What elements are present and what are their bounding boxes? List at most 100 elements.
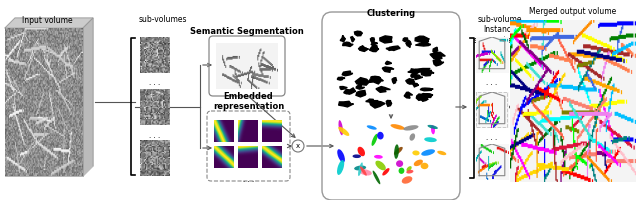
Ellipse shape xyxy=(353,154,361,158)
Ellipse shape xyxy=(367,125,377,130)
Text: Input volume: Input volume xyxy=(22,16,72,25)
Polygon shape xyxy=(419,97,428,101)
Ellipse shape xyxy=(428,125,438,129)
Polygon shape xyxy=(415,42,431,46)
Polygon shape xyxy=(417,94,428,100)
Ellipse shape xyxy=(360,166,367,176)
Ellipse shape xyxy=(337,149,345,163)
Polygon shape xyxy=(371,41,378,46)
Polygon shape xyxy=(344,88,356,94)
Polygon shape xyxy=(359,46,369,51)
Polygon shape xyxy=(344,91,350,94)
Polygon shape xyxy=(433,59,444,66)
Polygon shape xyxy=(403,38,408,42)
Polygon shape xyxy=(351,37,355,42)
Polygon shape xyxy=(339,101,353,107)
Ellipse shape xyxy=(424,137,436,142)
Polygon shape xyxy=(370,101,385,108)
Polygon shape xyxy=(342,71,353,76)
Polygon shape xyxy=(392,78,397,83)
Polygon shape xyxy=(355,78,370,85)
Text: Merged output volume: Merged output volume xyxy=(529,7,616,16)
Polygon shape xyxy=(371,38,374,43)
Polygon shape xyxy=(342,42,353,46)
Polygon shape xyxy=(371,76,378,80)
Polygon shape xyxy=(5,18,93,28)
Ellipse shape xyxy=(338,127,349,136)
Circle shape xyxy=(292,140,304,152)
Polygon shape xyxy=(408,69,420,75)
Ellipse shape xyxy=(354,166,366,170)
Ellipse shape xyxy=(337,160,344,175)
Ellipse shape xyxy=(360,169,372,175)
Polygon shape xyxy=(406,40,412,48)
Ellipse shape xyxy=(403,125,419,131)
Polygon shape xyxy=(365,99,378,103)
Ellipse shape xyxy=(358,162,363,176)
Ellipse shape xyxy=(394,144,399,159)
Ellipse shape xyxy=(413,160,423,166)
Polygon shape xyxy=(380,36,392,43)
Polygon shape xyxy=(422,94,433,97)
Text: sub-volume
Instance
segmentation: sub-volume Instance segmentation xyxy=(474,15,527,45)
Polygon shape xyxy=(430,52,445,60)
Ellipse shape xyxy=(374,155,383,159)
Ellipse shape xyxy=(394,147,403,155)
Polygon shape xyxy=(389,46,400,51)
Ellipse shape xyxy=(420,163,428,169)
Polygon shape xyxy=(382,67,394,72)
Ellipse shape xyxy=(421,149,435,156)
Polygon shape xyxy=(413,74,423,80)
Polygon shape xyxy=(419,94,429,97)
Ellipse shape xyxy=(390,124,405,130)
Ellipse shape xyxy=(372,171,380,184)
Polygon shape xyxy=(421,39,429,44)
Polygon shape xyxy=(421,71,434,76)
Polygon shape xyxy=(337,77,345,80)
Polygon shape xyxy=(340,35,346,42)
Ellipse shape xyxy=(396,160,403,167)
Ellipse shape xyxy=(402,176,412,184)
Text: x: x xyxy=(296,143,300,149)
Polygon shape xyxy=(355,31,362,36)
Polygon shape xyxy=(371,76,381,80)
Polygon shape xyxy=(358,47,367,50)
Polygon shape xyxy=(415,36,429,42)
Ellipse shape xyxy=(382,168,390,176)
Polygon shape xyxy=(415,68,432,72)
Polygon shape xyxy=(433,47,438,53)
Polygon shape xyxy=(371,47,377,50)
Polygon shape xyxy=(369,45,379,52)
Polygon shape xyxy=(413,83,419,87)
Ellipse shape xyxy=(339,120,343,135)
Polygon shape xyxy=(356,90,366,97)
Polygon shape xyxy=(433,57,440,59)
Polygon shape xyxy=(376,87,390,92)
Polygon shape xyxy=(420,88,433,91)
Ellipse shape xyxy=(431,125,435,134)
Text: Clustering: Clustering xyxy=(367,9,415,18)
Text: · · ·: · · · xyxy=(243,179,254,185)
Polygon shape xyxy=(83,18,93,176)
Ellipse shape xyxy=(437,151,446,155)
Polygon shape xyxy=(340,87,348,89)
Ellipse shape xyxy=(412,150,420,155)
Polygon shape xyxy=(404,92,413,98)
Polygon shape xyxy=(385,61,392,64)
Text: · · ·: · · · xyxy=(149,135,161,141)
Text: · · ·: · · · xyxy=(486,82,498,88)
Text: · · ·: · · · xyxy=(486,137,498,143)
Ellipse shape xyxy=(376,161,386,170)
Ellipse shape xyxy=(399,168,404,174)
Text: Semantic Segmentation: Semantic Segmentation xyxy=(190,27,304,36)
Ellipse shape xyxy=(358,147,365,156)
Ellipse shape xyxy=(410,133,415,141)
Text: Embedded
representation: Embedded representation xyxy=(213,92,284,111)
Ellipse shape xyxy=(406,170,413,174)
Polygon shape xyxy=(356,85,365,89)
Polygon shape xyxy=(387,100,392,106)
Polygon shape xyxy=(406,79,415,84)
Text: · · ·: · · · xyxy=(149,82,161,88)
Text: sub-volumes: sub-volumes xyxy=(139,15,188,24)
Ellipse shape xyxy=(377,132,383,139)
